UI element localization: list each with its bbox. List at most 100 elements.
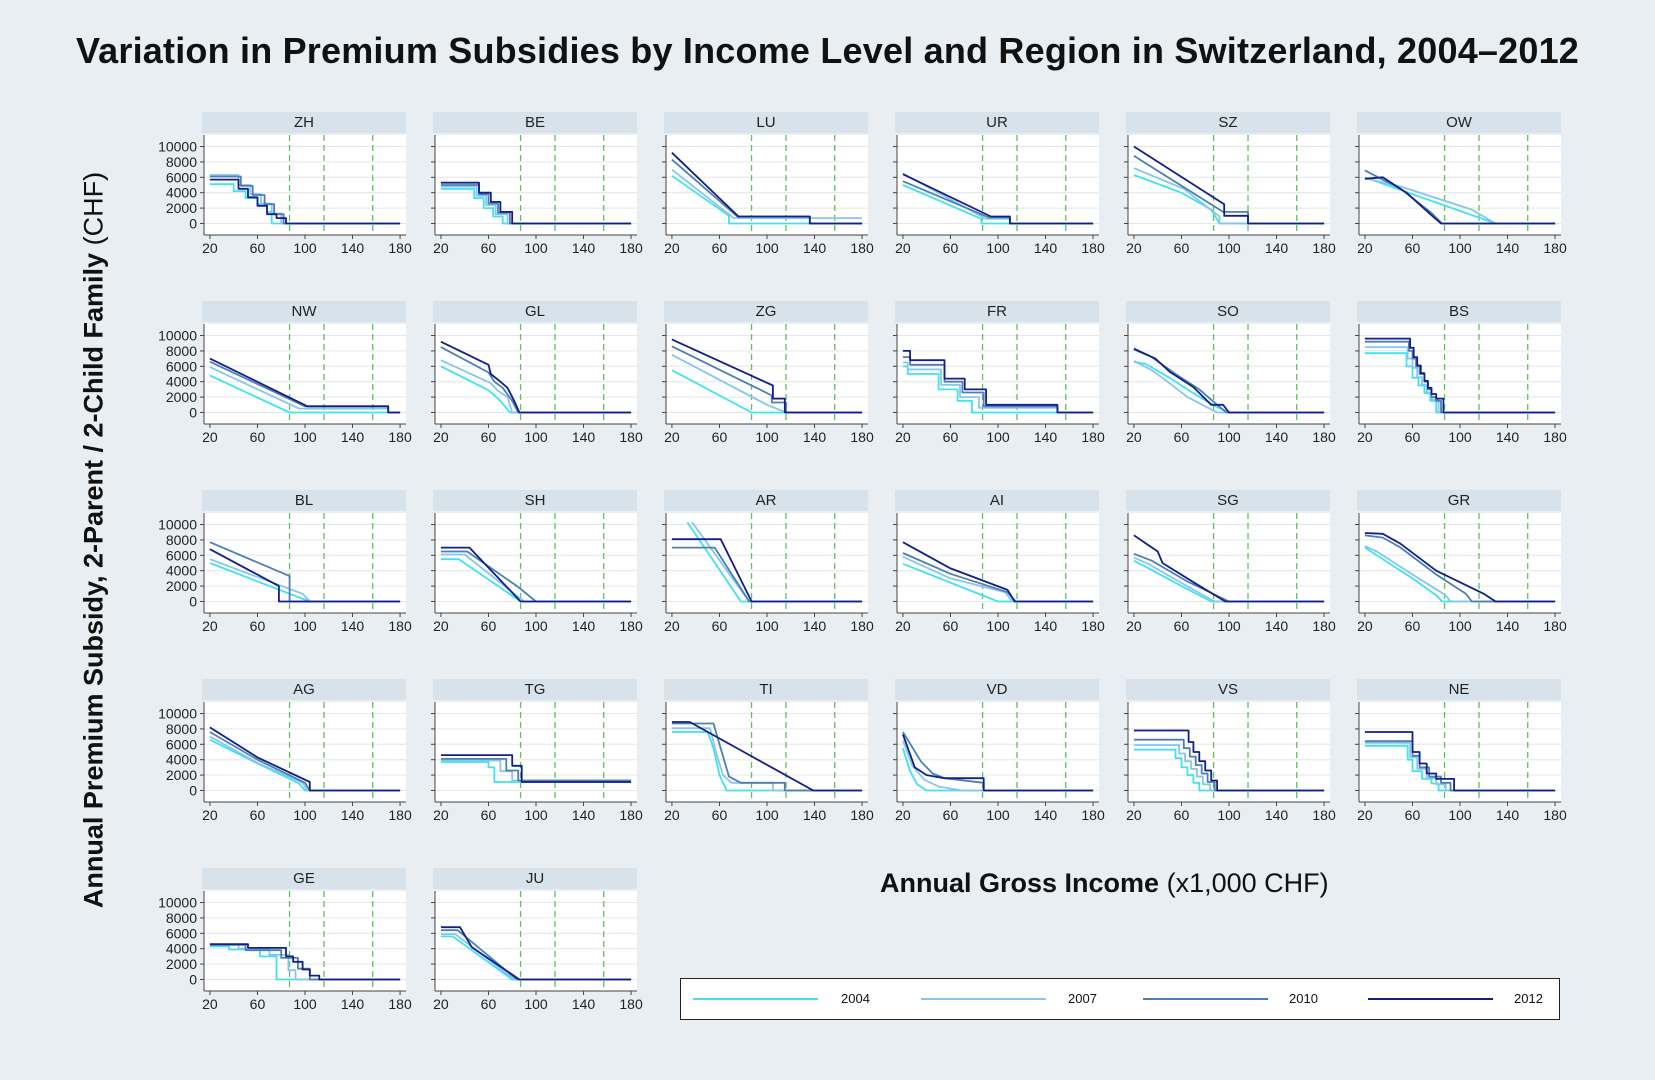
x-tick-label: 180 [1543,429,1567,445]
x-tick-label: 180 [1543,807,1567,823]
series-line-2004 [440,187,632,225]
y-tick-label: 2000 [166,200,197,216]
y-tick-label: 8000 [166,154,197,170]
x-tick-label: 100 [1217,429,1241,445]
panel-header [664,301,868,322]
x-tick-label: 180 [1312,618,1336,634]
panel-title: SH [525,492,546,509]
x-tick-label: 140 [803,429,827,445]
legend-swatch [1143,998,1268,1000]
panel-ai: AI 20 60 100 140 180 [893,490,1105,634]
x-tick-label: 180 [850,429,874,445]
x-tick-label: 140 [803,618,827,634]
y-tick-label: 6000 [166,169,197,185]
x-tick-label: 60 [712,240,728,256]
x-tick-label: 20 [433,429,449,445]
series-line-2007 [671,727,863,792]
x-tick-label: 140 [572,618,596,634]
x-tick-label: 20 [433,240,449,256]
x-tick-label: 20 [895,807,911,823]
x-tick-label: 140 [341,996,365,1012]
panel-header [433,490,637,511]
series-line-2012 [1364,532,1556,603]
y-tick-label: 4000 [166,374,197,390]
x-tick-label: 140 [1265,618,1289,634]
panel-sg: SG 20 60 100 140 180 [1124,490,1336,634]
x-tick-label: 60 [943,240,959,256]
panel-title: SZ [1218,114,1237,131]
x-tick-label: 20 [1126,807,1142,823]
panel-header [1126,112,1330,133]
panel-bs: BS 20 60 100 140 180 [1355,301,1567,445]
panel-header [1357,679,1561,700]
series-line-2004 [1133,748,1325,792]
panel-gl: GL 20 60 100 140 180 [431,301,643,445]
plot-area [204,891,406,991]
y-tick-label: 10000 [158,895,197,911]
x-tick-label: 60 [1174,429,1190,445]
x-tick-label: 140 [341,429,365,445]
plot-area [897,702,1099,802]
plot-area [1359,702,1561,802]
x-tick-label: 60 [1174,618,1190,634]
x-tick-label: 140 [1496,807,1520,823]
series-line-2004 [440,761,632,783]
series-line-2012 [440,181,632,225]
series-line-2012 [1364,731,1556,792]
y-tick-label: 4000 [166,752,197,768]
x-tick-label: 20 [1126,429,1142,445]
panel-ar: AR 20 60 100 140 180 [662,490,874,634]
x-tick-label: 180 [388,618,412,634]
x-tick-label: 60 [1405,618,1421,634]
x-tick-label: 100 [293,429,317,445]
panel-be: BE 20 60 100 140 180 [431,112,643,256]
series-line-2007 [1364,545,1556,603]
x-tick-label: 20 [433,996,449,1012]
x-tick-label: 60 [712,807,728,823]
x-tick-label: 140 [803,807,827,823]
panel-title: GR [1448,492,1471,509]
x-tick-label: 60 [943,429,959,445]
panel-header [433,868,637,889]
y-tick-label: 8000 [166,343,197,359]
series-line-2010 [209,175,401,225]
y-tick-label: 4000 [166,185,197,201]
x-tick-label: 20 [1357,807,1373,823]
series-line-2012 [902,173,1094,225]
x-tick-label: 60 [481,618,497,634]
y-tick-label: 0 [189,404,197,420]
y-tick-label: 0 [189,215,197,231]
series-line-2004 [671,175,863,225]
series-line-2012 [1364,176,1556,225]
y-tick-label: 10000 [158,517,197,533]
x-tick-label: 60 [712,618,728,634]
panel-title: NW [292,303,318,320]
x-tick-label: 20 [1126,240,1142,256]
panel-gr: GR 20 60 100 140 180 [1355,490,1567,634]
x-tick-label: 60 [712,429,728,445]
panel-title: GE [293,870,315,887]
panel-title: VS [1218,681,1238,698]
series-line-2012 [209,357,401,414]
series-line-2010 [1364,740,1556,792]
x-tick-label: 60 [1174,807,1190,823]
x-tick-label: 20 [1357,240,1373,256]
panel-header [1126,301,1330,322]
x-tick-label: 100 [524,807,548,823]
series-line-2012 [209,726,401,792]
panel-vd: VD 20 60 100 140 180 [893,679,1105,823]
y-tick-label: 4000 [166,563,197,579]
x-tick-label: 140 [1034,240,1058,256]
x-tick-label: 100 [986,240,1010,256]
x-tick-label: 100 [293,996,317,1012]
plot-area [666,324,868,424]
series-line-2010 [1364,534,1556,603]
panel-sz: SZ 20 60 100 140 180 [1124,112,1336,256]
x-tick-label: 100 [524,618,548,634]
y-tick-label: 2000 [166,578,197,594]
series-line-2004 [1364,352,1556,414]
x-axis-label-main: Annual Gross Income [880,868,1160,898]
plot-area [666,135,868,235]
